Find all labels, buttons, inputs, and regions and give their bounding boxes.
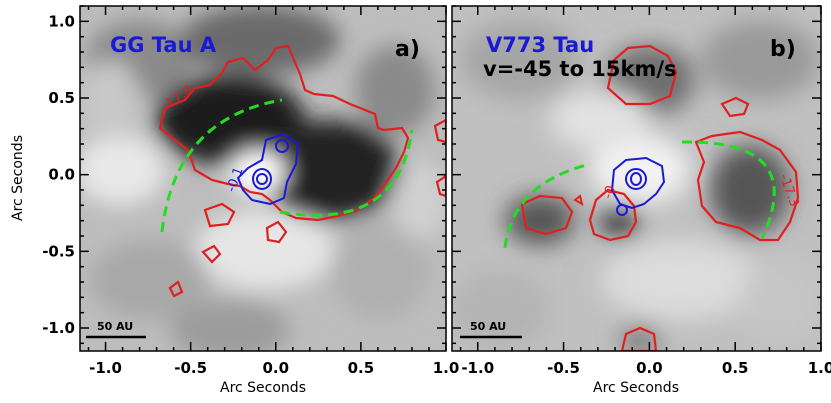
- panel-a-x-tick-label: 0.5: [348, 359, 375, 377]
- panel-b-x-tick-label: 0.5: [722, 359, 749, 377]
- panel-a-frame: [79, 5, 447, 352]
- panel-b-x-axis-title: Arc Seconds: [593, 380, 679, 396]
- panel-b-x-tick-label: -1.0: [461, 359, 494, 377]
- panel-b-velocity: v=-45 to 15km/s: [483, 57, 677, 81]
- panel-b-red-contour-left: [520, 194, 574, 236]
- panel-b-red-contour-center: [588, 188, 638, 242]
- panel-a-y-tick-label: -1.0: [42, 319, 75, 337]
- panel-a-label: a): [395, 37, 420, 62]
- panel-b-red-contour-top: [606, 44, 678, 106]
- panel-a-title: GG Tau A: [110, 33, 217, 57]
- panel-b-scale-bar: 50 AU: [460, 320, 522, 339]
- panel-b-green-arc-right: [681, 140, 776, 239]
- panel-b-red-contour-right: [694, 130, 800, 242]
- panel-a-x-tick-label: 1.0: [433, 359, 460, 377]
- panel-b: -17.3 -0 V773 Tau v=-45 to 15km/s b) 50 …: [451, 5, 822, 352]
- panel-a-y-tick-label: 1.0: [48, 12, 75, 30]
- panel-a-blue-contours: [236, 132, 300, 206]
- panel-a-x-tick-label: -1.0: [89, 359, 122, 377]
- panel-a-axes: -1.0 -0.5 0.0 0.5 1.0 -1.0 -0.5 0.0 0.5 1.0: [42, 5, 460, 377]
- panel-b-image: -17.3 -0: [452, 20, 820, 351]
- panel-b-x-tick-label: -0.5: [547, 359, 580, 377]
- panel-b-red-contour-top-right: [720, 96, 750, 118]
- panel-a-red-contour-main: [158, 44, 410, 222]
- panel-a-scale-bar-label: 50 AU: [97, 320, 133, 333]
- panel-a-scale-bar: 50 AU: [86, 320, 146, 339]
- panel-b-contour-label-zero: -0: [601, 184, 620, 201]
- panel-a-red-contour-small-3: [201, 244, 222, 264]
- panel-a: -17.8 -0.1 GG Tau A a) 50 AU: [79, 5, 447, 352]
- panel-a-red-contour-small-5: [433, 118, 446, 144]
- panel-b-scale-bar-label: 50 AU: [470, 320, 506, 333]
- panel-b-title: V773 Tau: [486, 33, 594, 57]
- panel-a-x-tick-label: -0.5: [174, 359, 207, 377]
- y-axis-title: Arc Seconds: [10, 135, 26, 221]
- panel-b-x-tick-label: 1.0: [808, 359, 831, 377]
- panel-a-red-contour-small-2: [265, 220, 288, 244]
- panel-b-frame: [451, 5, 822, 352]
- panel-b-axes: -1.0 -0.5 0.0 0.5 1.0: [452, 5, 831, 377]
- panel-a-x-axis-title: Arc Seconds: [220, 380, 306, 396]
- panel-a-y-tick-label: 0.5: [48, 89, 75, 107]
- panel-b-red-contour-bottom: [620, 326, 658, 351]
- panel-a-y-tick-label: 0.0: [48, 166, 75, 184]
- panel-b-blue-contours: [610, 156, 666, 216]
- panel-a-green-arc-left: [160, 98, 283, 233]
- panel-a-x-tick-label: 0.0: [262, 359, 289, 377]
- panel-b-label: b): [770, 37, 796, 62]
- panel-a-image: -17.8 -0.1: [80, 6, 446, 351]
- panel-a-red-contour-small-1: [203, 202, 236, 228]
- panel-a-y-tick-label: -0.5: [42, 242, 75, 260]
- panel-a-red-contour-small-4: [168, 280, 184, 298]
- panel-a-red-contour-small-6: [435, 174, 446, 198]
- panel-b-red-contour-dot: [573, 194, 584, 207]
- panel-b-x-tick-label: 0.0: [636, 359, 663, 377]
